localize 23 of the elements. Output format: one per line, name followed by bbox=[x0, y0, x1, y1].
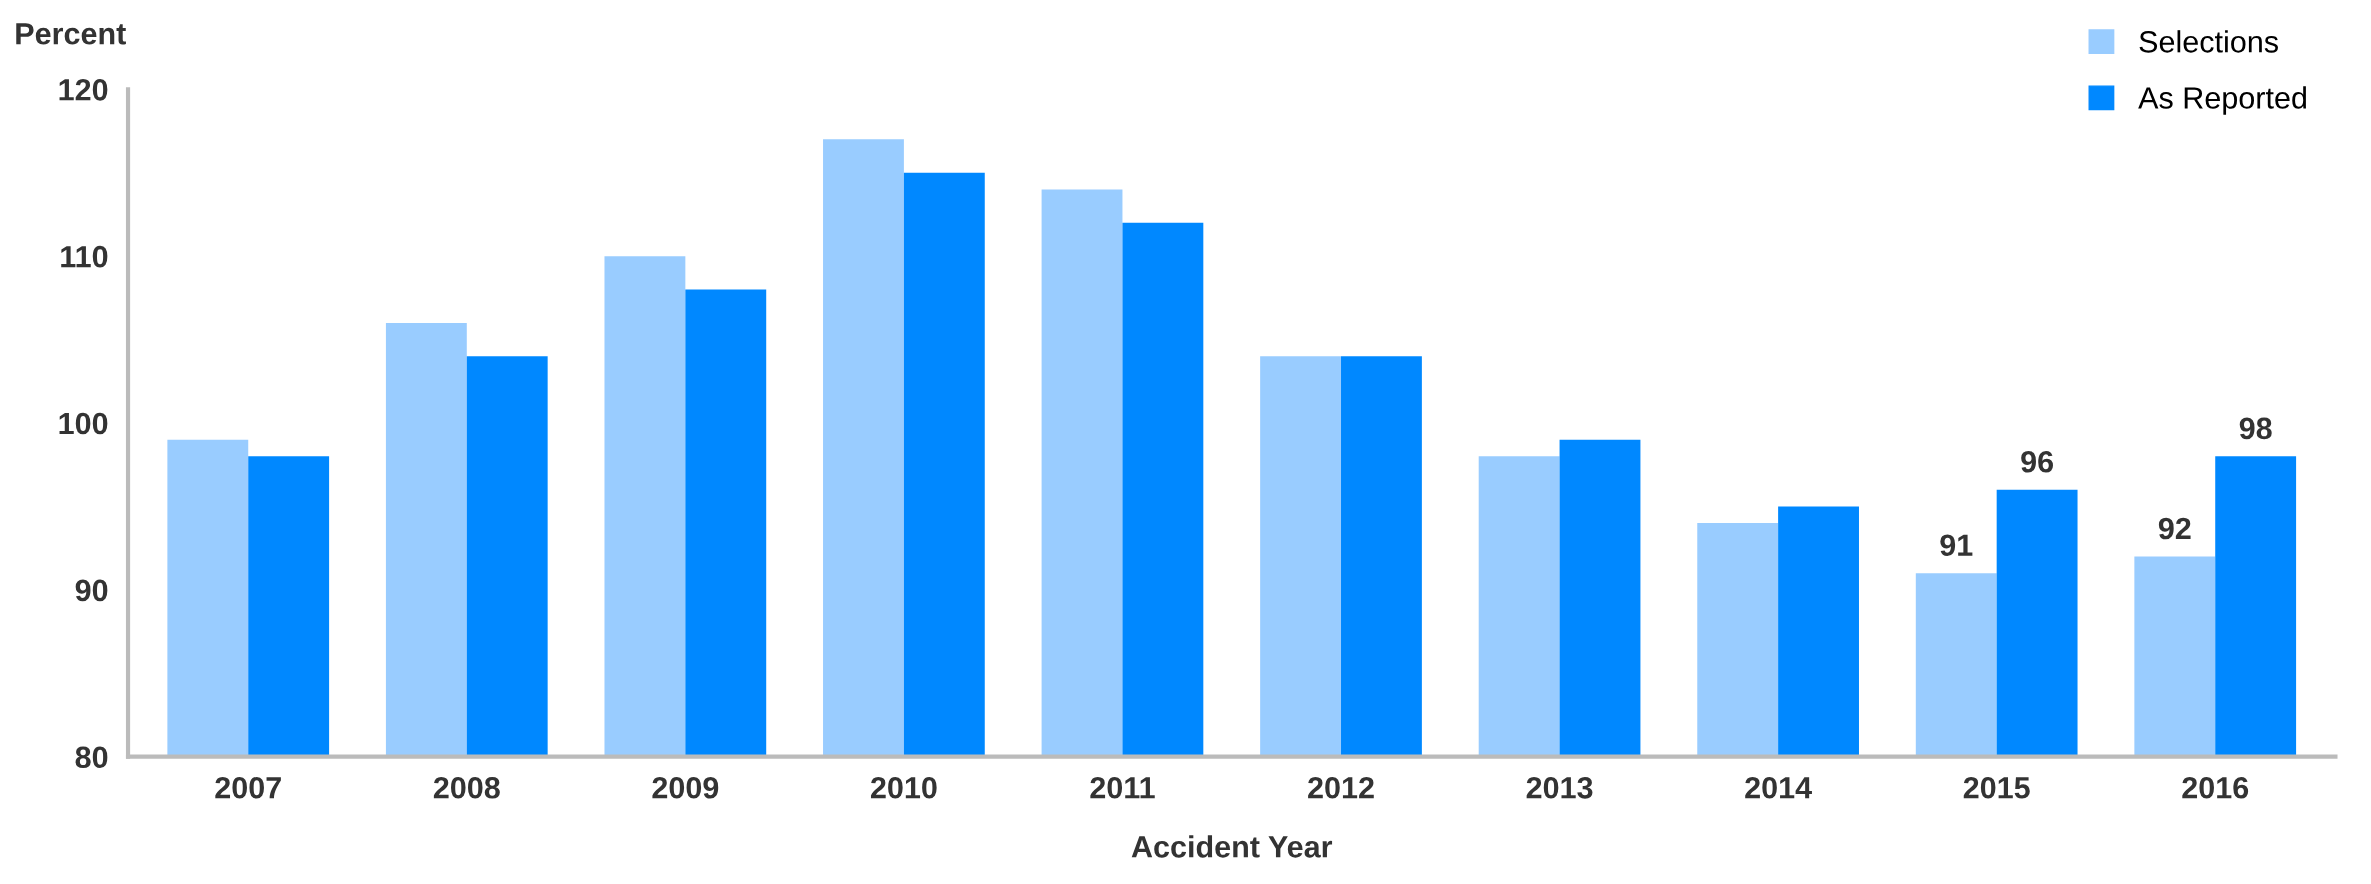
y-tick-label: 80 bbox=[75, 746, 108, 769]
data-label: 98 bbox=[2239, 417, 2272, 440]
legend-label: Selections bbox=[2139, 30, 2278, 53]
x-tick-label: 2013 bbox=[1526, 776, 1593, 799]
legend-label: As Reported bbox=[2138, 86, 2306, 115]
data-label: 96 bbox=[2021, 450, 2053, 473]
x-axis-title: Accident Year bbox=[1131, 835, 1333, 858]
y-axis-title: Percent bbox=[16, 23, 126, 45]
x-tick-label: 2007 bbox=[215, 776, 281, 799]
y-tick-label: 100 bbox=[59, 412, 108, 435]
x-tick-label: 2015 bbox=[1963, 776, 2030, 799]
data-label: 91 bbox=[1940, 534, 1973, 557]
data-label: 92 bbox=[2158, 517, 2191, 540]
y-tick-label: 110 bbox=[61, 245, 108, 268]
x-tick-label: 2016 bbox=[2182, 776, 2249, 799]
x-tick-label: 2009 bbox=[652, 776, 719, 799]
x-tick-label: 2014 bbox=[1745, 776, 1812, 799]
x-tick-label: 2011 bbox=[1090, 776, 1155, 799]
x-tick-label: 2008 bbox=[433, 776, 500, 799]
x-tick-label: 2010 bbox=[870, 776, 937, 799]
y-tick-label: 120 bbox=[59, 79, 108, 101]
x-tick-label: 2012 bbox=[1308, 776, 1374, 799]
y-tick-label: 90 bbox=[75, 579, 108, 602]
